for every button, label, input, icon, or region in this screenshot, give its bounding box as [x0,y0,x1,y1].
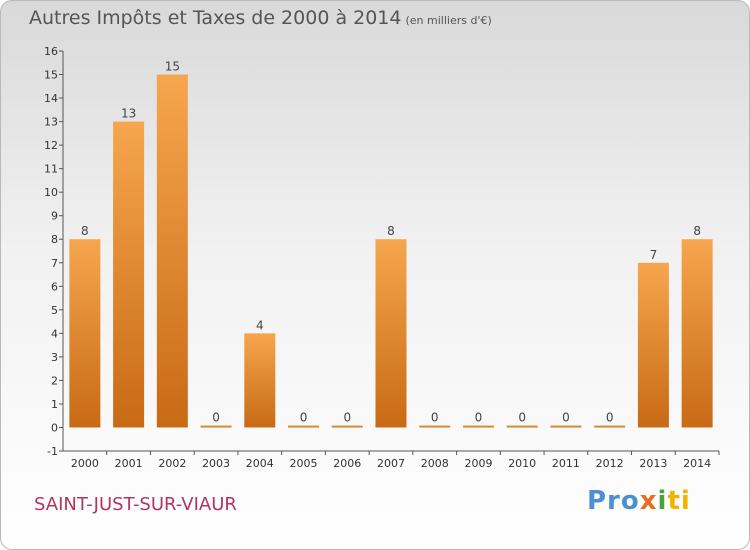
x-tick-label: 2002 [158,457,186,470]
data-label: 0 [606,410,614,424]
y-tick-label: 1 [51,398,58,411]
x-tick-label: 2000 [71,457,99,470]
logo-part-1: Pro [587,486,640,516]
y-tick-label: 5 [51,304,58,317]
data-label: 0 [212,410,220,424]
x-tick-label: 2005 [290,457,318,470]
y-tick-label: 16 [44,45,58,58]
x-tick-label: 2012 [596,457,624,470]
y-tick-label: 7 [51,257,58,270]
bar [113,121,145,428]
y-tick-label: 10 [44,186,58,199]
chart-axes [59,50,720,455]
x-tick-label: 2004 [246,457,274,470]
data-label: 8 [693,224,701,238]
data-label: 0 [300,410,308,424]
x-tick-label: 2003 [202,457,230,470]
x-tick-label: 2013 [639,457,667,470]
y-tick-label: 3 [51,351,58,364]
chart-title: Autres Impôts et Taxes de 2000 à 2014 (en… [29,7,492,29]
x-tick-label: 2010 [508,457,536,470]
data-label: 0 [518,410,526,424]
bar [637,262,669,428]
bar [550,425,582,428]
y-tick-label: -1 [47,445,58,458]
data-label: 8 [387,224,395,238]
chart-unit: (en milliers d'€) [405,14,492,27]
proxiti-logo[interactable]: Proxiti [587,486,691,516]
y-tick-label: 8 [51,233,58,246]
data-label: 13 [121,107,136,121]
x-tick-label: 2011 [552,457,580,470]
y-tick-label: 11 [44,163,58,176]
bar [244,333,276,428]
data-label: 0 [343,410,351,424]
data-label: 8 [81,224,89,238]
y-tick-label: 15 [44,69,58,82]
data-label: 15 [165,60,180,74]
bar [375,239,407,428]
bar [288,425,320,428]
data-label: 7 [650,248,658,262]
logo-part-2: x [639,486,658,516]
y-tick-label: 12 [44,139,58,152]
y-tick-label: 4 [51,327,58,340]
x-tick-label: 2009 [464,457,492,470]
y-tick-label: 6 [51,280,58,293]
chart-labels: -101234567891011121314151620008200113200… [44,45,711,470]
x-tick-label: 2006 [333,457,361,470]
data-label: 0 [475,410,483,424]
commune-name: SAINT-JUST-SUR-VIAUR [34,494,237,515]
x-tick-label: 2007 [377,457,405,470]
x-tick-label: 2014 [683,457,711,470]
y-tick-label: 0 [51,421,58,434]
y-tick-label: 13 [44,116,58,129]
bar [462,425,494,428]
bar [419,425,451,428]
chart-title-text: Autres Impôts et Taxes de 2000 à 2014 [29,7,402,29]
bar [594,425,626,428]
logo-part-3: i [657,486,668,516]
data-label: 0 [562,410,570,424]
y-tick-label: 2 [51,374,58,387]
x-tick-label: 2001 [115,457,143,470]
chart-bars [69,74,713,428]
y-tick-label: 14 [44,92,58,105]
x-tick-label: 2008 [421,457,449,470]
bar [506,425,538,428]
bar [69,239,101,428]
logo-part-4: ti [667,486,691,516]
data-label: 0 [431,410,439,424]
bar [156,74,188,428]
y-tick-label: 9 [51,210,58,223]
bar [331,425,363,428]
bar [200,425,232,428]
bar [681,239,713,428]
data-label: 4 [256,318,264,332]
